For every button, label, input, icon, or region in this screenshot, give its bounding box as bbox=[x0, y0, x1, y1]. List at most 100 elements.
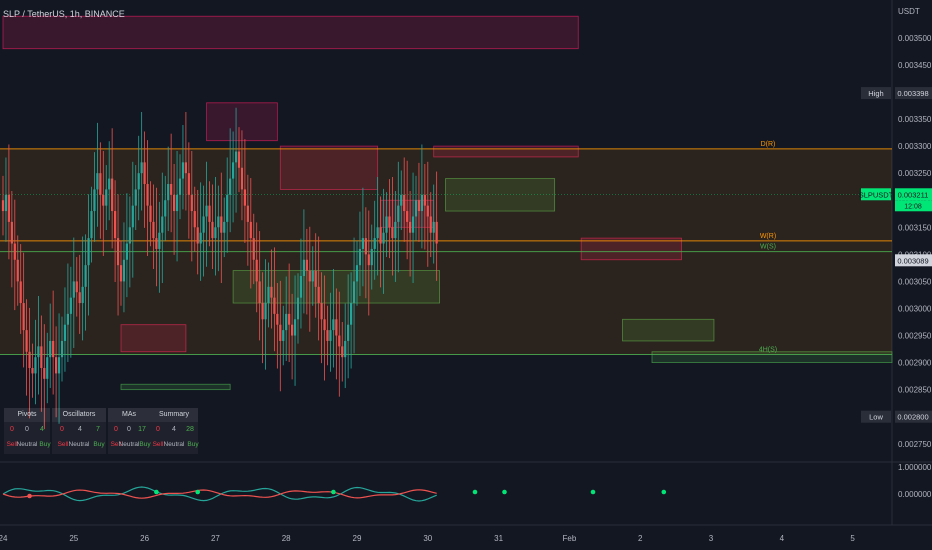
candle-body bbox=[409, 221, 412, 233]
candle-body bbox=[429, 216, 432, 233]
oscillators-sell-label: Sell bbox=[57, 441, 69, 448]
time-tick-label: 30 bbox=[423, 534, 432, 543]
candle-body bbox=[273, 297, 276, 314]
oscillator-signal-dot bbox=[195, 489, 200, 495]
candle-body bbox=[196, 227, 199, 244]
mas-buy-label: Buy bbox=[139, 441, 151, 448]
candle-body bbox=[229, 178, 232, 195]
candle-body bbox=[385, 216, 388, 233]
candle-body bbox=[423, 194, 426, 206]
candle-body bbox=[78, 292, 81, 304]
candle-body bbox=[358, 248, 362, 266]
mas-neutral: 0 bbox=[127, 426, 131, 433]
candle-body bbox=[60, 340, 64, 358]
candle-body bbox=[397, 205, 400, 222]
candle-body bbox=[335, 319, 338, 336]
candle-body bbox=[84, 265, 87, 287]
last-price-scale-tag bbox=[895, 188, 932, 201]
candle-body bbox=[364, 238, 367, 255]
candle-body bbox=[261, 303, 264, 320]
candle-body bbox=[16, 259, 19, 282]
candle-body bbox=[308, 270, 311, 282]
level-label: D(R) bbox=[761, 141, 776, 148]
candle-body bbox=[264, 303, 267, 320]
candle-body bbox=[131, 205, 134, 228]
candle-body bbox=[435, 221, 438, 244]
candle-body bbox=[376, 227, 379, 239]
candle-body bbox=[323, 319, 326, 331]
pivots-neutral-label: Neutral bbox=[16, 441, 38, 448]
oscillators-buy: 7 bbox=[96, 426, 100, 433]
oscillator-line-up bbox=[2, 486, 437, 502]
candle-body bbox=[320, 303, 323, 320]
candle-body bbox=[205, 205, 208, 217]
mas-sell: 0 bbox=[114, 426, 118, 433]
supply-box bbox=[279, 145, 379, 190]
candle-body bbox=[187, 173, 190, 195]
price-tick-label: 0.003500 bbox=[898, 34, 932, 43]
candle-body bbox=[22, 303, 25, 331]
candle-body bbox=[170, 184, 173, 195]
candle-body bbox=[164, 200, 167, 217]
candle-body bbox=[43, 368, 46, 379]
candle-body bbox=[72, 281, 75, 298]
mas-column: MAs 0 0 17 Sell Neutral Buy bbox=[108, 408, 151, 454]
time-tick-label: 26 bbox=[140, 534, 149, 543]
candle-body bbox=[379, 227, 382, 244]
candle-body bbox=[338, 335, 341, 347]
candle-body bbox=[288, 313, 291, 325]
high-value-scale-tag bbox=[895, 87, 932, 100]
oscillators-neutral: 4 bbox=[78, 426, 82, 433]
symbol-title: SLP / TetherUS, 1h, BINANCE bbox=[3, 9, 125, 19]
price-tick-label: 0.002950 bbox=[898, 332, 932, 341]
time-tick-label: 27 bbox=[211, 534, 220, 543]
summary-neutral: 4 bbox=[172, 426, 176, 433]
candle-body bbox=[326, 330, 329, 341]
candle-body bbox=[146, 184, 149, 206]
candle-body bbox=[128, 227, 131, 244]
candle-body bbox=[90, 211, 93, 239]
candle-body bbox=[314, 270, 317, 287]
summary-sell: 0 bbox=[156, 426, 160, 433]
candle-body bbox=[426, 205, 429, 217]
pivots-sell-label: Sell bbox=[6, 441, 18, 448]
candle-body bbox=[137, 173, 140, 190]
candle-body bbox=[255, 259, 258, 282]
time-tick-label: 24 bbox=[0, 534, 8, 543]
summary-buy-label: Buy bbox=[187, 441, 199, 448]
oscillator-signal-dot bbox=[27, 493, 32, 499]
candle-body bbox=[350, 303, 353, 325]
candle-body bbox=[155, 238, 158, 249]
oscillators-buy-label: Buy bbox=[93, 441, 105, 448]
candle-body bbox=[193, 211, 196, 228]
candle-body bbox=[367, 254, 370, 266]
oscillators-neutral-label: Neutral bbox=[68, 441, 90, 448]
oscillators-title: Oscillators bbox=[52, 408, 106, 422]
candle-body bbox=[119, 265, 123, 282]
candle-body bbox=[114, 211, 117, 239]
price-tick-label: 0.002750 bbox=[898, 440, 932, 449]
price-tick-label: 0.003300 bbox=[898, 142, 932, 151]
candle-body bbox=[220, 216, 223, 233]
candle-body bbox=[208, 205, 211, 222]
pivots-neutral: 0 bbox=[25, 426, 29, 433]
low-value-scale-text: 0.002800 bbox=[897, 413, 928, 422]
high-label-tag bbox=[861, 87, 891, 100]
summary-title: Summary bbox=[150, 408, 198, 422]
candle-body bbox=[403, 194, 406, 212]
summary-neutral-label: Neutral bbox=[163, 441, 185, 448]
candle-body bbox=[19, 281, 22, 304]
candle-body bbox=[258, 281, 261, 304]
candle-body bbox=[311, 270, 314, 282]
candle-body bbox=[232, 162, 235, 179]
candle-body bbox=[276, 313, 279, 325]
candle-body bbox=[10, 221, 13, 244]
oscillator-tick-label: 1.000000 bbox=[898, 463, 932, 472]
candle-body bbox=[223, 221, 226, 233]
candle-body bbox=[134, 189, 137, 206]
candle-body bbox=[149, 205, 152, 222]
candle-body bbox=[217, 216, 220, 228]
candle-body bbox=[305, 259, 308, 271]
candle-body bbox=[93, 189, 96, 212]
